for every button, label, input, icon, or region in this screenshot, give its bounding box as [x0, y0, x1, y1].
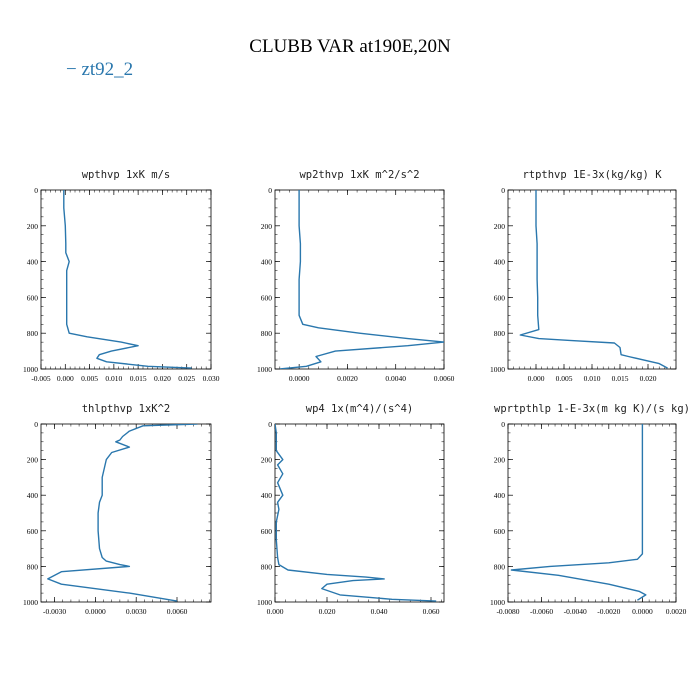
y-tick-label: 600 [261, 293, 273, 302]
x-tick-label: 0.060 [423, 607, 440, 616]
y-tick-label: 0 [501, 186, 505, 195]
subplot-title: rtpthvp 1E-3x(kg/kg) K [522, 169, 662, 181]
y-tick-label: 0 [268, 420, 272, 429]
x-tick-label: 0.0020 [337, 374, 358, 383]
x-tick-label: 0.025 [178, 374, 195, 383]
x-tick-label: 0.0000 [289, 374, 310, 383]
y-tick-label: 800 [27, 329, 39, 338]
x-tick-label: 0.010 [105, 374, 122, 383]
y-tick-label: 400 [27, 491, 39, 500]
y-tick-label: 1000 [23, 365, 38, 374]
x-tick-label: 0.0000 [85, 607, 106, 616]
y-tick-label: 600 [27, 293, 39, 302]
subplot-3: rtpthvp 1E-3x(kg/kg) K 0 200 400 600 800 1000 0… [490, 169, 677, 383]
y-tick-label: 1000 [23, 598, 38, 607]
x-tick-label: 0.040 [371, 607, 388, 616]
series-line-zt92_2 [63, 190, 192, 369]
x-tick-label: 0.030 [203, 374, 220, 383]
x-tick-label: 0.005 [81, 374, 98, 383]
y-tick-label: 0 [501, 420, 505, 429]
y-tick-label: 1000 [490, 598, 505, 607]
y-tick-label: 600 [27, 527, 39, 536]
y-tick-label: 800 [494, 562, 506, 571]
y-tick-label: 200 [261, 222, 273, 231]
y-tick-label: 1000 [257, 598, 272, 607]
x-tick-label: 0.0020 [666, 607, 687, 616]
plot-frame [40, 423, 212, 603]
series-line-zt92_2 [275, 424, 437, 602]
series-line-zt92_2 [510, 424, 647, 601]
x-tick-label: 0.000 [267, 607, 284, 616]
y-tick-label: 200 [494, 222, 506, 231]
y-tick-label: 600 [494, 293, 506, 302]
y-tick-label: 600 [494, 527, 506, 536]
x-tick-label: 0.0060 [167, 607, 188, 616]
x-tick-label: 0.0030 [126, 607, 147, 616]
y-tick-label: 200 [261, 456, 273, 465]
x-tick-label: -0.0030 [43, 607, 66, 616]
subplot-6: wprtpthlp 1-E-3x(m kg K)/(s kg) 0 200 400 60… [490, 403, 690, 616]
y-tick-label: 800 [494, 329, 506, 338]
y-tick-label: 0 [34, 420, 38, 429]
x-tick-label: 0.000 [57, 374, 74, 383]
series-line-zt92_2 [47, 424, 198, 602]
x-tick-label: 0.010 [584, 374, 601, 383]
y-tick-label: 200 [494, 456, 506, 465]
x-tick-label: -0.0020 [597, 607, 620, 616]
y-tick-label: 200 [27, 222, 39, 231]
y-tick-label: 400 [261, 491, 273, 500]
plot-frame [507, 423, 677, 603]
x-tick-label: 0.020 [154, 374, 171, 383]
y-tick-label: 200 [27, 456, 39, 465]
y-tick-label: 800 [261, 329, 273, 338]
subplot-title: wpthvp 1xK m/s [82, 169, 171, 181]
y-tick-label: 400 [494, 258, 506, 267]
x-tick-label: -0.005 [31, 374, 51, 383]
y-tick-label: 0 [34, 186, 38, 195]
y-tick-label: 1000 [490, 365, 505, 374]
x-tick-label: 0.000 [528, 374, 545, 383]
y-tick-label: 800 [261, 562, 273, 571]
subplot-title: wp4 1x(m^4)/(s^4) [306, 403, 413, 415]
x-tick-label: 0.005 [556, 374, 573, 383]
x-tick-label: -0.0060 [530, 607, 553, 616]
y-tick-label: 0 [268, 186, 272, 195]
y-tick-label: 400 [494, 491, 506, 500]
figure-title: CLUBB VAR at190E,20N [249, 36, 451, 57]
subplot-title: thlpthvp 1xK^2 [82, 403, 171, 415]
x-tick-label: 0.015 [612, 374, 629, 383]
x-tick-label: -0.0040 [564, 607, 587, 616]
x-tick-label: 0.0000 [632, 607, 653, 616]
x-tick-label: 0.0060 [434, 374, 455, 383]
x-tick-label: 0.0040 [385, 374, 406, 383]
y-tick-label: 600 [261, 527, 273, 536]
subplot-1: wpthvp 1xK m/s 0 200 400 600 800 1000-0.005 0.0… [23, 169, 220, 383]
subplot-title: wp2thvp 1xK m^2/s^2 [299, 169, 419, 181]
series-line-zt92_2 [279, 190, 444, 369]
x-tick-label: 0.020 [319, 607, 336, 616]
y-tick-label: 400 [261, 258, 273, 267]
y-tick-label: 400 [27, 258, 39, 267]
plot-frame [274, 189, 445, 370]
series-line-zt92_2 [519, 190, 668, 369]
x-tick-label: -0.0080 [496, 607, 519, 616]
subplot-title: wprtpthlp 1-E-3x(m kg K)/(s kg) [494, 403, 690, 415]
subplot-4: thlpthvp 1xK^2 0 200 400 600 800 1000 -0.0030 0.… [23, 403, 212, 616]
y-tick-label: 800 [27, 562, 39, 571]
x-tick-label: 0.015 [130, 374, 147, 383]
y-tick-label: 1000 [257, 365, 272, 374]
x-tick-label: 0.020 [640, 374, 657, 383]
plot-frame [274, 423, 445, 603]
subplot-2: wp2thvp 1xK m^2/s^2 0 200 400 600 800 1000 0.00… [257, 169, 455, 383]
legend-entry: − zt92_2 [66, 59, 134, 80]
